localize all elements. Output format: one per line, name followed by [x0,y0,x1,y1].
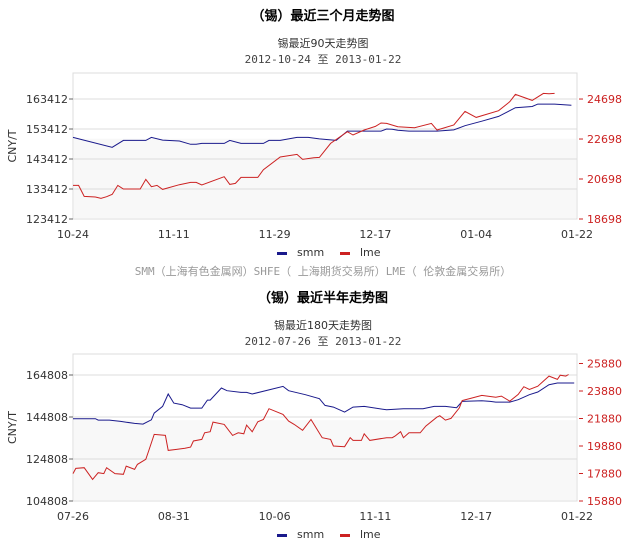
right-tick-label: 15880 [587,495,622,508]
series-line-smm [73,382,575,425]
series-line-lme [73,92,555,199]
right-tick-label: 20698 [587,173,622,186]
legend-swatch-smm [277,534,287,537]
chart-subtitle: 锡最近180天走势图 [274,318,372,332]
x-tick-label: 10-24 [57,228,89,241]
left-tick-label: 104808 [26,495,68,508]
right-tick-label: 22698 [587,133,622,146]
right-tick-label: 23880 [587,385,622,398]
chart-subtitle: 锡最近90天走势图 [278,36,369,50]
x-tick-label: 01-22 [561,228,593,241]
left-tick-label: 153412 [26,123,68,136]
series-line-smm [72,103,572,148]
legend-swatch-lme [340,534,350,537]
x-tick-label: 11-11 [359,510,391,523]
left-tick-label: 124808 [26,453,68,466]
left-tick-label: 133412 [26,183,68,196]
x-tick-label: 10-06 [259,510,291,523]
chart-title: （锡）最近三个月走势图 [251,8,394,24]
left-tick-label: 144808 [26,411,68,424]
right-tick-label: 18698 [587,213,622,226]
right-tick-label: 17880 [587,467,622,480]
legend-label-lme: lme [360,246,381,259]
plot-shade [74,138,576,218]
legend-label-smm: smm [297,528,324,541]
legend-label-smm: smm [297,246,324,259]
x-tick-label: 11-29 [259,228,291,241]
x-tick-label: 12-17 [359,228,391,241]
left-tick-label: 163412 [26,93,68,106]
series-line-lme [72,374,569,481]
legend-label-lme: lme [360,528,381,541]
left-tick-label: 164808 [26,369,68,382]
x-tick-label: 12-17 [460,510,492,523]
x-tick-label: 11-11 [158,228,190,241]
x-tick-label: 01-22 [561,510,593,523]
right-tick-label: 24698 [587,93,622,106]
x-tick-label: 08-31 [158,510,190,523]
y-axis-label: CNY/T [6,129,19,162]
chart-title: （锡）最近半年走势图 [258,290,388,306]
plot-shade [74,420,576,500]
right-tick-label: 21880 [587,412,622,425]
right-tick-label: 19880 [587,440,622,453]
date-range: 2012-10-24 至 2013-01-22 [245,53,402,66]
x-tick-label: 01-04 [460,228,492,241]
source-note: SMM（上海有色金属网）SHFE（ 上海期货交易所）LME（ 伦敦金属交易所） [135,264,511,278]
y-axis-label: CNY/T [6,411,19,444]
date-range: 2012-07-26 至 2013-01-22 [245,335,402,348]
x-tick-label: 07-26 [57,510,89,523]
legend-swatch-smm [277,252,287,255]
legend-swatch-lme [340,252,350,255]
left-tick-label: 143412 [26,153,68,166]
right-tick-label: 25880 [587,357,622,370]
left-tick-label: 123412 [26,213,68,226]
